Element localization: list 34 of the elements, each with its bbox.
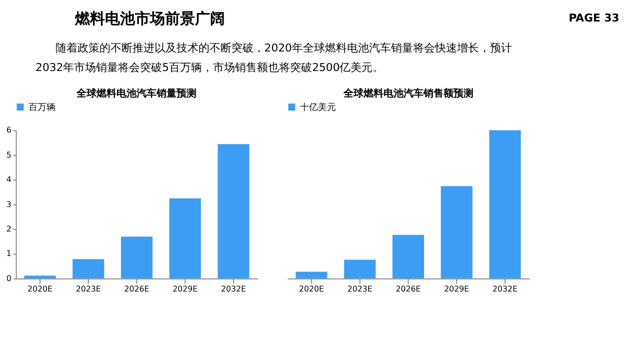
bar: [344, 260, 376, 278]
chart-title: 全球燃料电池汽车销售额预测: [342, 88, 474, 100]
x-tick-label: 2026E: [124, 284, 150, 294]
legend-label: 百万辆: [28, 102, 56, 114]
x-tick-label: 2023E: [347, 284, 372, 294]
bar: [169, 198, 201, 278]
chart-title: 全球燃料电池汽车销量预测: [76, 88, 197, 100]
bar: [218, 144, 250, 278]
y-tick-label: 4: [6, 175, 12, 184]
x-tick-label: 2029E: [444, 284, 470, 294]
legend-label: 十亿美元: [300, 102, 336, 114]
bar: [440, 186, 472, 278]
y-tick-label: 0: [6, 274, 12, 283]
x-tick-label: 2029E: [172, 284, 198, 294]
y-tick-label: 6: [6, 126, 12, 135]
bar: [296, 272, 328, 278]
x-tick-label: 2020E: [298, 284, 324, 294]
y-tick-label: 5: [6, 150, 12, 160]
y-tick-label: 1: [6, 249, 12, 258]
text: PAGE 33: [568, 12, 620, 25]
text: 随着政策的不断推进以及技术的不断突破，2020年全球燃料电池汽车销量将会快速增长，预计2032年市场销量将会突破5百万辆，市场销售额也将突破2500亿美元。: [36, 41, 512, 74]
x-tick-label: 2032E: [492, 284, 518, 294]
x-tick-label: 2023E: [76, 284, 101, 294]
x-tick-label: 2026E: [396, 284, 421, 294]
bar: [120, 236, 153, 278]
text: 燃料电池市场前景广阔: [74, 10, 226, 28]
x-tick-label: 2020E: [27, 284, 53, 294]
bar: [24, 276, 56, 278]
y-tick-label: 3: [6, 200, 12, 209]
bar: [392, 234, 424, 278]
x-tick-label: 2032E: [220, 284, 246, 294]
bar: [72, 259, 104, 278]
bar: [489, 130, 521, 278]
y-tick-label: 2: [6, 224, 12, 234]
